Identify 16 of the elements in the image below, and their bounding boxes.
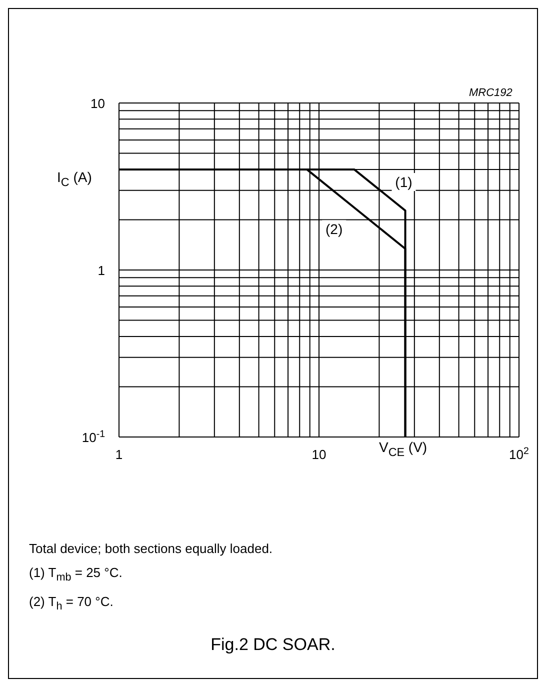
- text: (1) T$_{mb}$ = 25 °C.: [29, 564, 124, 586]
- text: (2) T$_{h}$ = 70 °C.: [29, 592, 114, 614]
- x-tick-label: 10$^{2}$: [509, 446, 529, 462]
- series-label: (2): [326, 221, 343, 238]
- y-axis-title: I$_{C}$ (A): [57, 168, 93, 191]
- y-tick-label: 10: [90, 96, 105, 111]
- chart-subtitle: MRC192: [469, 87, 512, 99]
- text: Total device; both sections equally loaded.: [29, 540, 273, 558]
- x-tick-label: 1: [115, 447, 123, 462]
- page-frame: MRC192 (1) (2) 1 10 10$^{2}$ 10$^{-1}$ 1 10 I$_{C}$ (A) V$_{CE}$ (V) Total device; both sections equally loaded. (1) T$_{mb}$ = 25 °C. (2) T$_{h}$ = 70 °C. Fig.2 DC SOAR.: [8, 8, 538, 679]
- x-tick-label: 10: [312, 447, 326, 462]
- series-label: (1): [395, 174, 412, 190]
- text: Fig.2 DC SOAR.: [210, 635, 336, 655]
- y-tick-label: 10$^{-1}$: [82, 428, 105, 445]
- y-tick-label: 1: [98, 263, 105, 278]
- x-axis-title: V$_{CE}$ (V): [379, 439, 428, 459]
